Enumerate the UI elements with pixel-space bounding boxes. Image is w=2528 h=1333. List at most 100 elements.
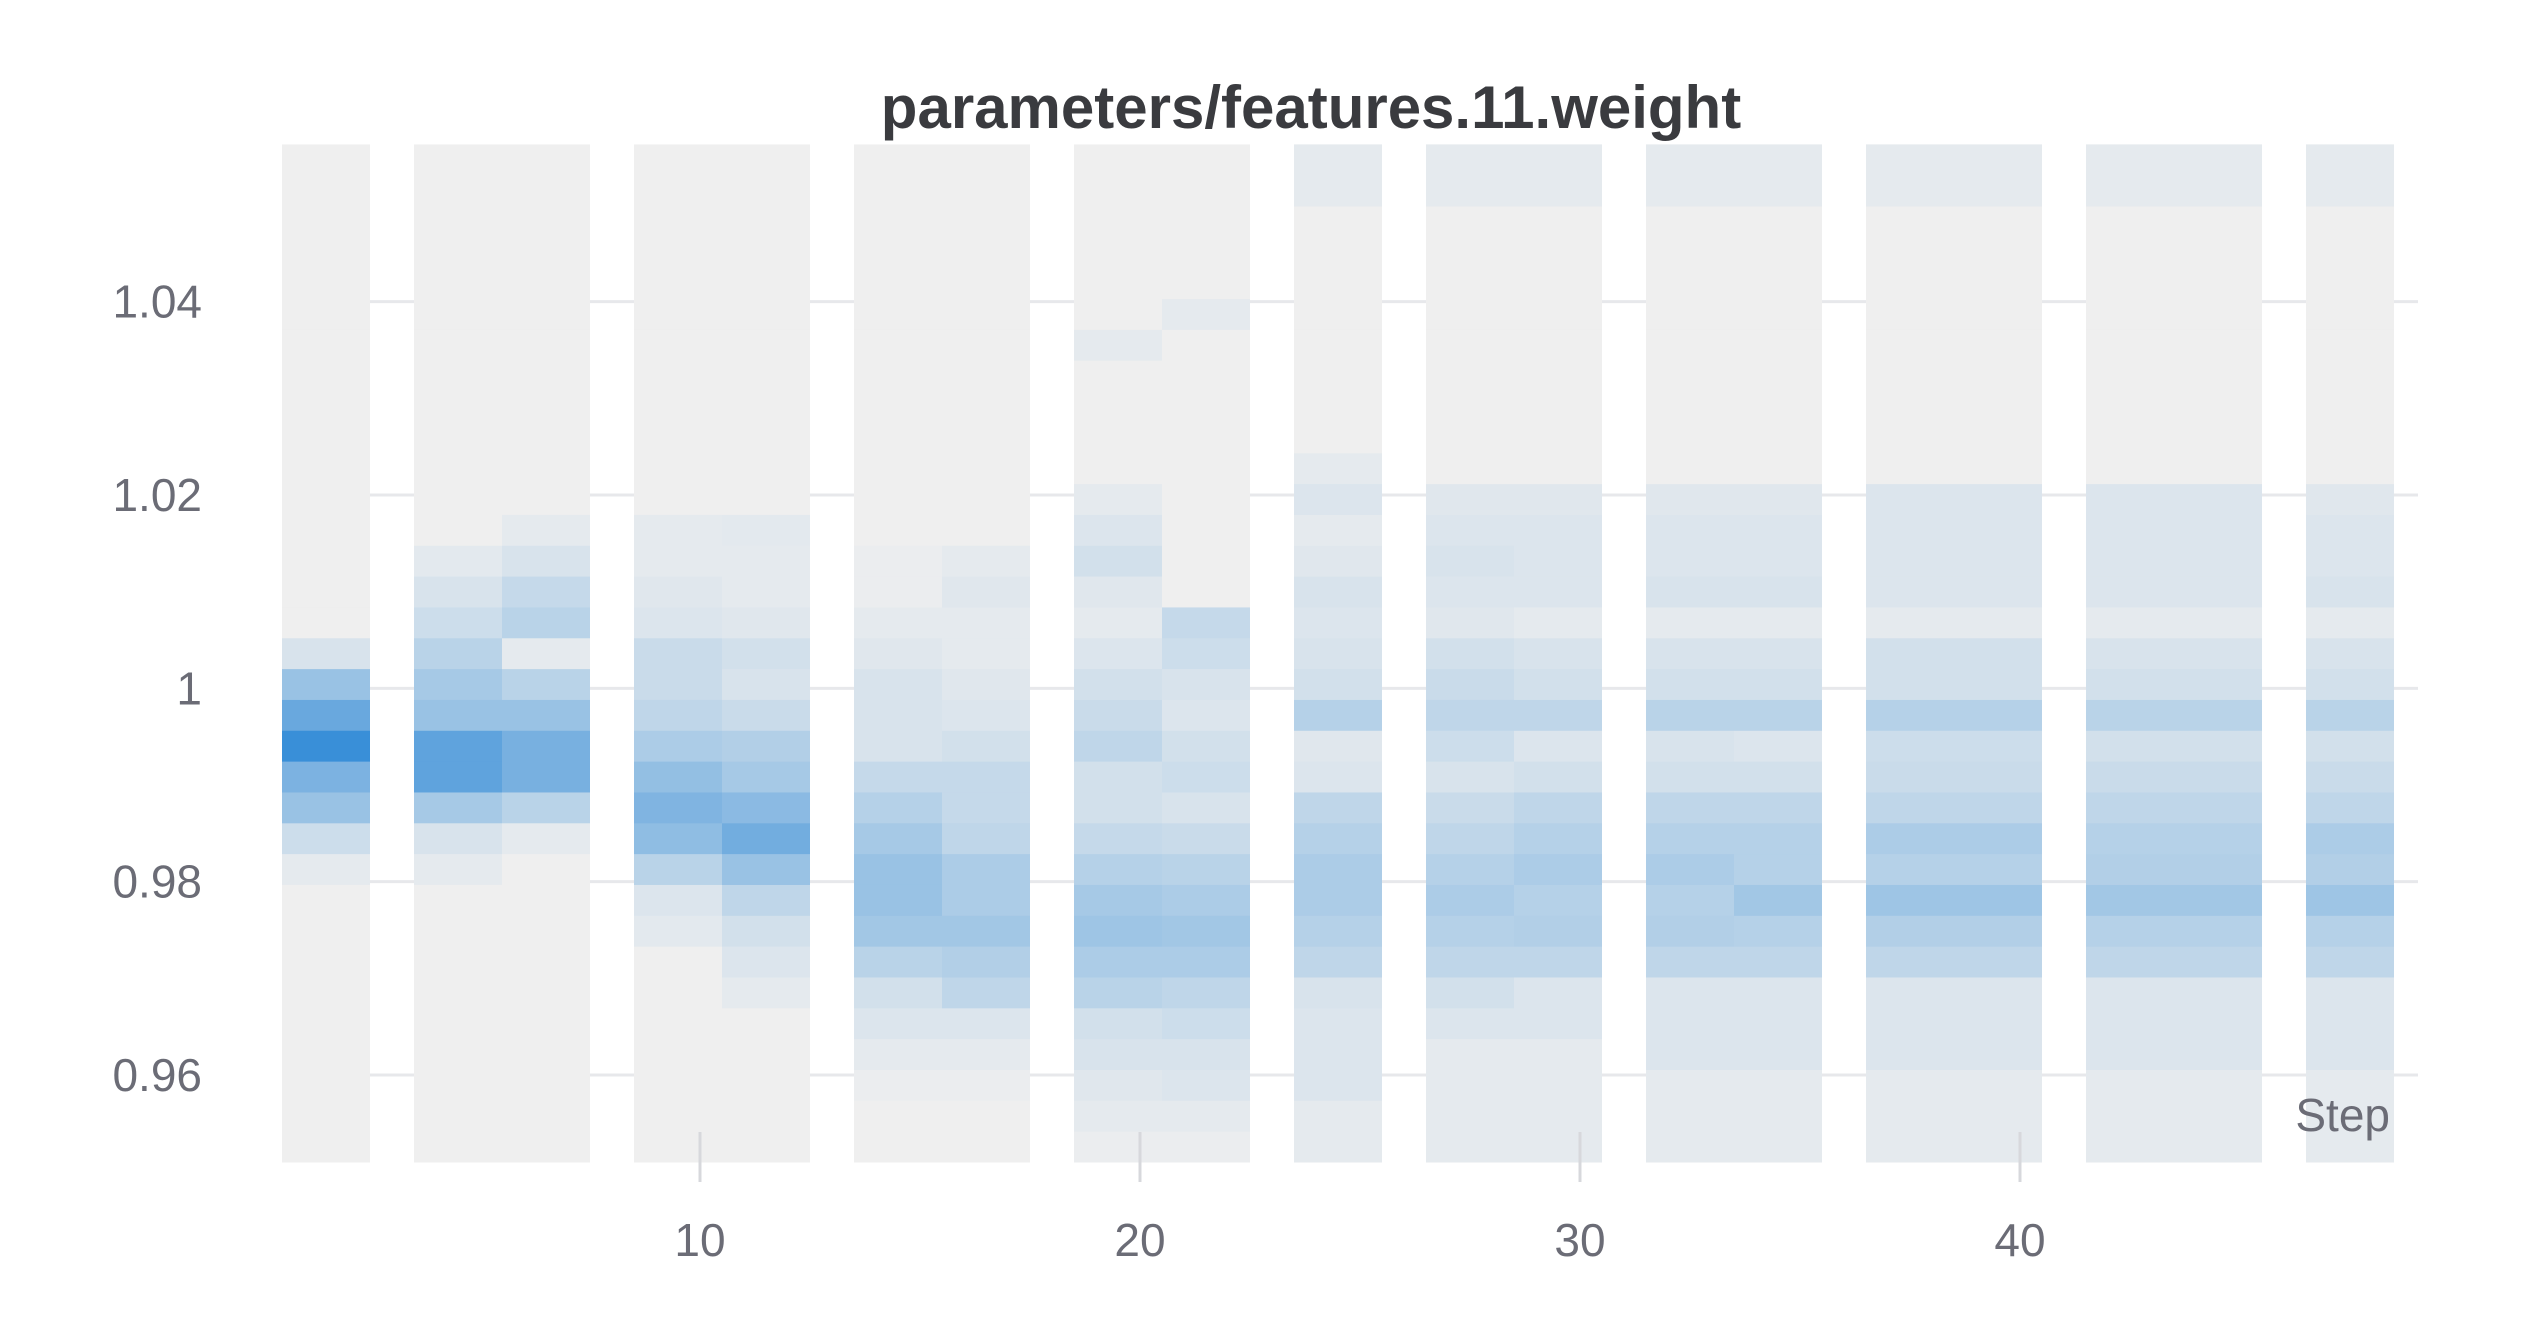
histogram-cell [414, 236, 502, 269]
histogram-cell [1514, 1007, 1602, 1040]
histogram-cell [282, 730, 370, 762]
histogram-cell [1162, 606, 1250, 639]
histogram-cell [942, 144, 1030, 176]
histogram-cell [1426, 791, 1514, 824]
histogram-cell [2306, 144, 2394, 176]
histogram-cell [1734, 391, 1822, 423]
histogram-cell [722, 761, 810, 793]
histogram-cell [282, 452, 370, 485]
histogram-cell [1074, 483, 1162, 515]
histogram-cell [502, 1038, 590, 1070]
histogram-cell [282, 329, 370, 361]
histogram-cell [1294, 668, 1382, 700]
histogram-cell [1426, 576, 1514, 608]
histogram-cell [2086, 267, 2262, 300]
histogram-cell [414, 1100, 502, 1132]
histogram-cell [722, 606, 810, 639]
histogram-cell [1426, 452, 1514, 485]
histogram-cell [722, 976, 810, 1009]
histogram-cell [1514, 976, 1602, 1009]
histogram-cell [1734, 761, 1822, 793]
histogram-cell [1162, 545, 1250, 577]
histogram-cell [1294, 1069, 1382, 1101]
x-tick-label: 20 [1114, 1214, 1165, 1266]
histogram-cell [1162, 853, 1250, 885]
histogram-cell [502, 791, 590, 824]
histogram-cell [414, 637, 502, 670]
histogram-cell [1646, 1100, 1734, 1132]
histogram-cell [1734, 853, 1822, 885]
histogram-cell [1514, 822, 1602, 855]
histogram-cell [942, 730, 1030, 762]
histogram-cell [2086, 175, 2262, 207]
histogram-cell [1426, 514, 1514, 546]
histogram-cell [634, 514, 722, 546]
histogram-cell [1866, 1069, 2042, 1101]
histogram-cell [722, 206, 810, 238]
histogram-cell [1734, 976, 1822, 1009]
histogram-cell [1294, 360, 1382, 392]
histogram-cell [1294, 391, 1382, 423]
histogram-cell [1734, 946, 1822, 978]
histogram-cell [1514, 175, 1602, 207]
histogram-cell [634, 853, 722, 885]
histogram-cell [2086, 421, 2262, 454]
histogram-cell [502, 576, 590, 608]
histogram-cell [722, 791, 810, 824]
histogram-column [942, 144, 1030, 1163]
histogram-cell [1514, 545, 1602, 577]
histogram-cell [1074, 884, 1162, 916]
histogram-cell [502, 483, 590, 515]
histogram-cell [502, 514, 590, 546]
histogram-cell [414, 1131, 502, 1163]
histogram-cell [634, 576, 722, 608]
histogram-cell [282, 391, 370, 423]
histogram-cell [942, 1007, 1030, 1040]
histogram-cell [1734, 1100, 1822, 1132]
histogram-cell [1514, 1131, 1602, 1163]
histogram-cell [1426, 1100, 1514, 1132]
histogram-cell [1426, 1038, 1514, 1070]
histogram-cell [1162, 976, 1250, 1009]
histogram-cell [1514, 452, 1602, 485]
histogram-cell [502, 1100, 590, 1132]
histogram-cell [634, 236, 722, 269]
histogram-cell [2306, 730, 2394, 762]
histogram-cell [1074, 791, 1162, 824]
histogram-column [414, 144, 502, 1163]
histogram-cell [1866, 1038, 2042, 1070]
histogram-cell [942, 236, 1030, 269]
histogram-cell [722, 884, 810, 916]
histogram-cell [1866, 545, 2042, 577]
histogram-cell [1514, 637, 1602, 670]
histogram-cell [1734, 791, 1822, 824]
histogram-cell [414, 360, 502, 392]
histogram-cell [414, 329, 502, 361]
histogram-cell [854, 267, 942, 300]
histogram-cell [1646, 391, 1734, 423]
histogram-cell [1294, 206, 1382, 238]
histogram-cell [1866, 1100, 2042, 1132]
histogram-cell [854, 1069, 942, 1101]
histogram-cell [502, 946, 590, 978]
histogram-cell [1734, 1069, 1822, 1101]
histogram-cell [1734, 298, 1822, 330]
histogram-cell [502, 236, 590, 269]
chart-title: parameters/features.11.weight [881, 74, 1741, 141]
histogram-cell [282, 298, 370, 330]
histogram-cell [1074, 761, 1162, 793]
histogram-cell [414, 391, 502, 423]
histogram-cell [2086, 853, 2262, 885]
histogram-cell [414, 915, 502, 947]
histogram-cell [634, 1069, 722, 1101]
histogram-cell [634, 915, 722, 947]
histogram-cell [414, 606, 502, 639]
histogram-column [1074, 144, 1162, 1163]
histogram-cell [282, 1131, 370, 1163]
histogram-cell [634, 175, 722, 207]
histogram-cell [1426, 976, 1514, 1009]
histogram-cell [1866, 144, 2042, 176]
histogram-cell [722, 545, 810, 577]
histogram-cell [414, 483, 502, 515]
